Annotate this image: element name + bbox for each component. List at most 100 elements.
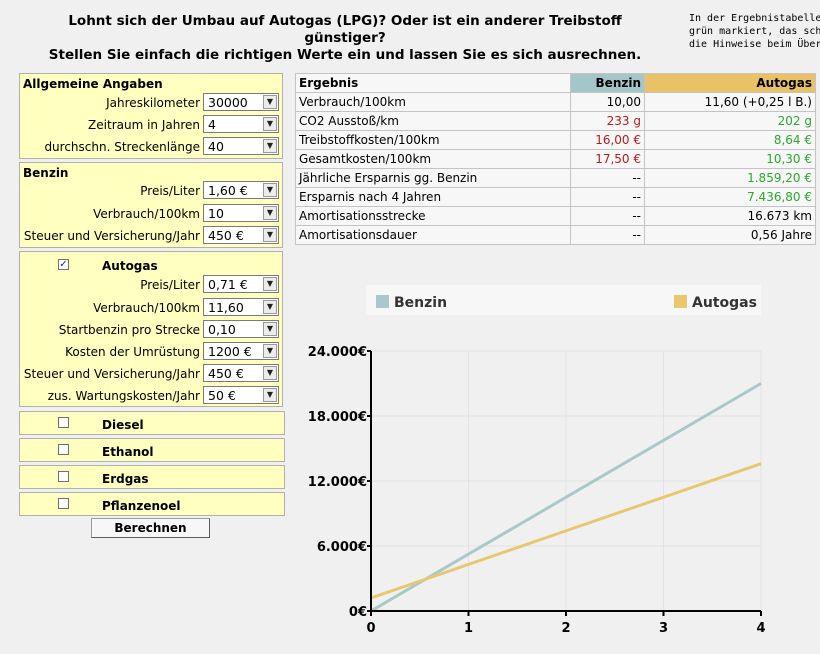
result-row: Amortisationsstrecke -- 16.673 km — [295, 206, 816, 226]
series-line-autogas — [370, 462, 762, 600]
side-note-line-3: die Hinweise beim Über — [689, 39, 820, 50]
result-row: Gesamtkosten/100km 17,50 €10,30 € — [295, 149, 816, 169]
ethanol-label: Ethanol — [102, 445, 154, 459]
chevron-down-icon[interactable]: ▼ — [263, 322, 277, 336]
select-value: 1,60 € — [208, 183, 248, 198]
jahreskilometer-select[interactable]: 30000 ▼ — [203, 93, 279, 111]
chevron-down-icon[interactable]: ▼ — [263, 388, 277, 402]
legend-swatch — [376, 295, 389, 308]
benzin-steuer-select[interactable]: 450 € ▼ — [203, 226, 279, 244]
chevron-down-icon[interactable]: ▼ — [263, 95, 277, 109]
y-tick-label: 12.000€ — [308, 475, 367, 490]
calculate-button[interactable]: Berechnen — [91, 518, 210, 538]
field-wartungskosten: zus. Wartungskosten/Jahr 50 € ▼ — [20, 386, 282, 406]
x-tick-label: 1 — [464, 621, 473, 635]
result-benzin-value: -- — [570, 187, 645, 207]
field-autogas-preis: Preis/Liter 0,71 € ▼ — [20, 275, 282, 295]
legend-label: Benzin — [394, 295, 447, 311]
header-ergebnis: Ergebnis — [295, 73, 571, 93]
pflanzenoel-checkbox[interactable] — [58, 498, 69, 509]
header-line-2: Stellen Sie einfach die richtigen Werte … — [48, 47, 642, 63]
select-value: 10 — [208, 206, 224, 221]
cost-chart: 0€ 6.000€ 12.000€ 18.000€ 24.000€ 0 1 2 3 4 Benzin… — [308, 285, 766, 635]
y-tick-label: 18.000€ — [308, 410, 367, 425]
result-label: CO2 Ausstoß/km — [295, 111, 571, 131]
autogas-verbrauch-select[interactable]: 11,60 ▼ — [203, 298, 279, 316]
erdgas-section[interactable]: Erdgas — [19, 465, 285, 489]
x-tick-label: 3 — [659, 621, 668, 635]
result-autogas-value: 8,64 € — [644, 130, 816, 150]
chevron-down-icon[interactable]: ▼ — [263, 366, 277, 380]
ethanol-checkbox[interactable] — [58, 444, 69, 455]
chevron-down-icon[interactable]: ▼ — [263, 206, 277, 220]
legend-background — [366, 285, 761, 315]
y-tick-label: 0€ — [349, 605, 367, 620]
result-autogas-value: 10,30 € — [644, 149, 816, 169]
chevron-down-icon[interactable]: ▼ — [263, 139, 277, 153]
autogas-panel-title: Autogas — [102, 259, 158, 273]
field-umruestung: Kosten der Umrüstung 1200 € ▼ — [20, 342, 282, 362]
field-zeitraum: Zeitraum in Jahren 4 ▼ — [20, 115, 282, 135]
field-label: Verbrauch/100km — [93, 207, 200, 221]
field-label: Verbrauch/100km — [93, 301, 200, 315]
field-label: zus. Wartungskosten/Jahr — [47, 389, 200, 403]
erdgas-label: Erdgas — [102, 472, 149, 486]
chevron-down-icon[interactable]: ▼ — [263, 228, 277, 242]
field-label: Startbenzin pro Strecke — [58, 323, 200, 337]
diesel-checkbox[interactable] — [58, 417, 69, 428]
result-label: Gesamtkosten/100km — [295, 149, 571, 169]
diesel-section[interactable]: Diesel — [19, 411, 285, 435]
chevron-down-icon[interactable]: ▼ — [263, 344, 277, 358]
autogas-steuer-select[interactable]: 450 € ▼ — [203, 364, 279, 382]
field-label: Steuer und Versicherung/Jahr — [23, 367, 200, 381]
field-label: Preis/Liter — [140, 278, 200, 292]
chevron-down-icon[interactable]: ▼ — [263, 277, 277, 291]
autogas-checkbox[interactable]: ✓ — [58, 259, 69, 270]
result-label: Amortisationsdauer — [295, 225, 571, 245]
result-autogas-value: 202 g — [644, 111, 816, 131]
result-autogas-value: 11,60 (+0,25 l B.) — [644, 92, 816, 112]
field-label: Steuer und Versicherung/Jahr — [23, 229, 200, 243]
result-benzin-value: -- — [570, 225, 645, 245]
field-label: Preis/Liter — [140, 184, 200, 198]
legend-label: Autogas — [692, 295, 757, 311]
result-autogas-value: 1.859,20 € — [644, 168, 816, 188]
erdgas-checkbox[interactable] — [58, 471, 69, 482]
streckenlaenge-select[interactable]: 40 ▼ — [203, 137, 279, 155]
diesel-label: Diesel — [102, 418, 144, 432]
zeitraum-select[interactable]: 4 ▼ — [203, 115, 279, 133]
select-value: 1200 € — [208, 344, 252, 359]
x-tick-label: 4 — [756, 621, 765, 635]
result-label: Ersparnis nach 4 Jahren — [295, 187, 571, 207]
wartungskosten-select[interactable]: 50 € ▼ — [203, 386, 279, 404]
field-label: durchschn. Streckenlänge — [44, 140, 200, 154]
benzin-preis-select[interactable]: 1,60 € ▼ — [203, 181, 279, 199]
ethanol-section[interactable]: Ethanol — [19, 438, 285, 462]
chevron-down-icon[interactable]: ▼ — [263, 300, 277, 314]
page-header: Lohnt sich der Umbau auf Autogas (LPG)? … — [40, 13, 650, 64]
legend-swatch — [674, 295, 687, 308]
x-tick-label: 2 — [561, 621, 570, 635]
umruestung-select[interactable]: 1200 € ▼ — [203, 342, 279, 360]
chevron-down-icon[interactable]: ▼ — [263, 183, 277, 197]
select-value: 0,71 € — [208, 277, 248, 292]
result-row: Jährliche Ersparnis gg. Benzin -- 1.859,20… — [295, 168, 816, 188]
field-label: Zeitraum in Jahren — [88, 118, 200, 132]
field-label: Kosten der Umrüstung — [65, 345, 200, 359]
field-benzin-preis: Preis/Liter 1,60 € ▼ — [20, 181, 282, 201]
chevron-down-icon[interactable]: ▼ — [263, 117, 277, 131]
pflanzenoel-section[interactable]: Pflanzenoel — [19, 492, 285, 516]
pflanzenoel-label: Pflanzenoel — [102, 499, 181, 513]
benzin-panel-title: Benzin — [23, 166, 69, 180]
select-value: 450 € — [208, 228, 244, 243]
autogas-preis-select[interactable]: 0,71 € ▼ — [203, 275, 279, 293]
benzin-verbrauch-select[interactable]: 10 ▼ — [203, 204, 279, 222]
result-benzin-value: 10,00 — [570, 92, 645, 112]
side-note: In der Ergebnistabelle w grün markiert, … — [689, 12, 820, 51]
header-autogas: Autogas — [644, 73, 816, 93]
startbenzin-select[interactable]: 0,10 ▼ — [203, 320, 279, 338]
field-label: Jahreskilometer — [106, 96, 200, 110]
result-autogas-value: 16.673 km — [644, 206, 816, 226]
result-benzin-value: 233 g — [570, 111, 645, 131]
result-benzin-value: -- — [570, 206, 645, 226]
